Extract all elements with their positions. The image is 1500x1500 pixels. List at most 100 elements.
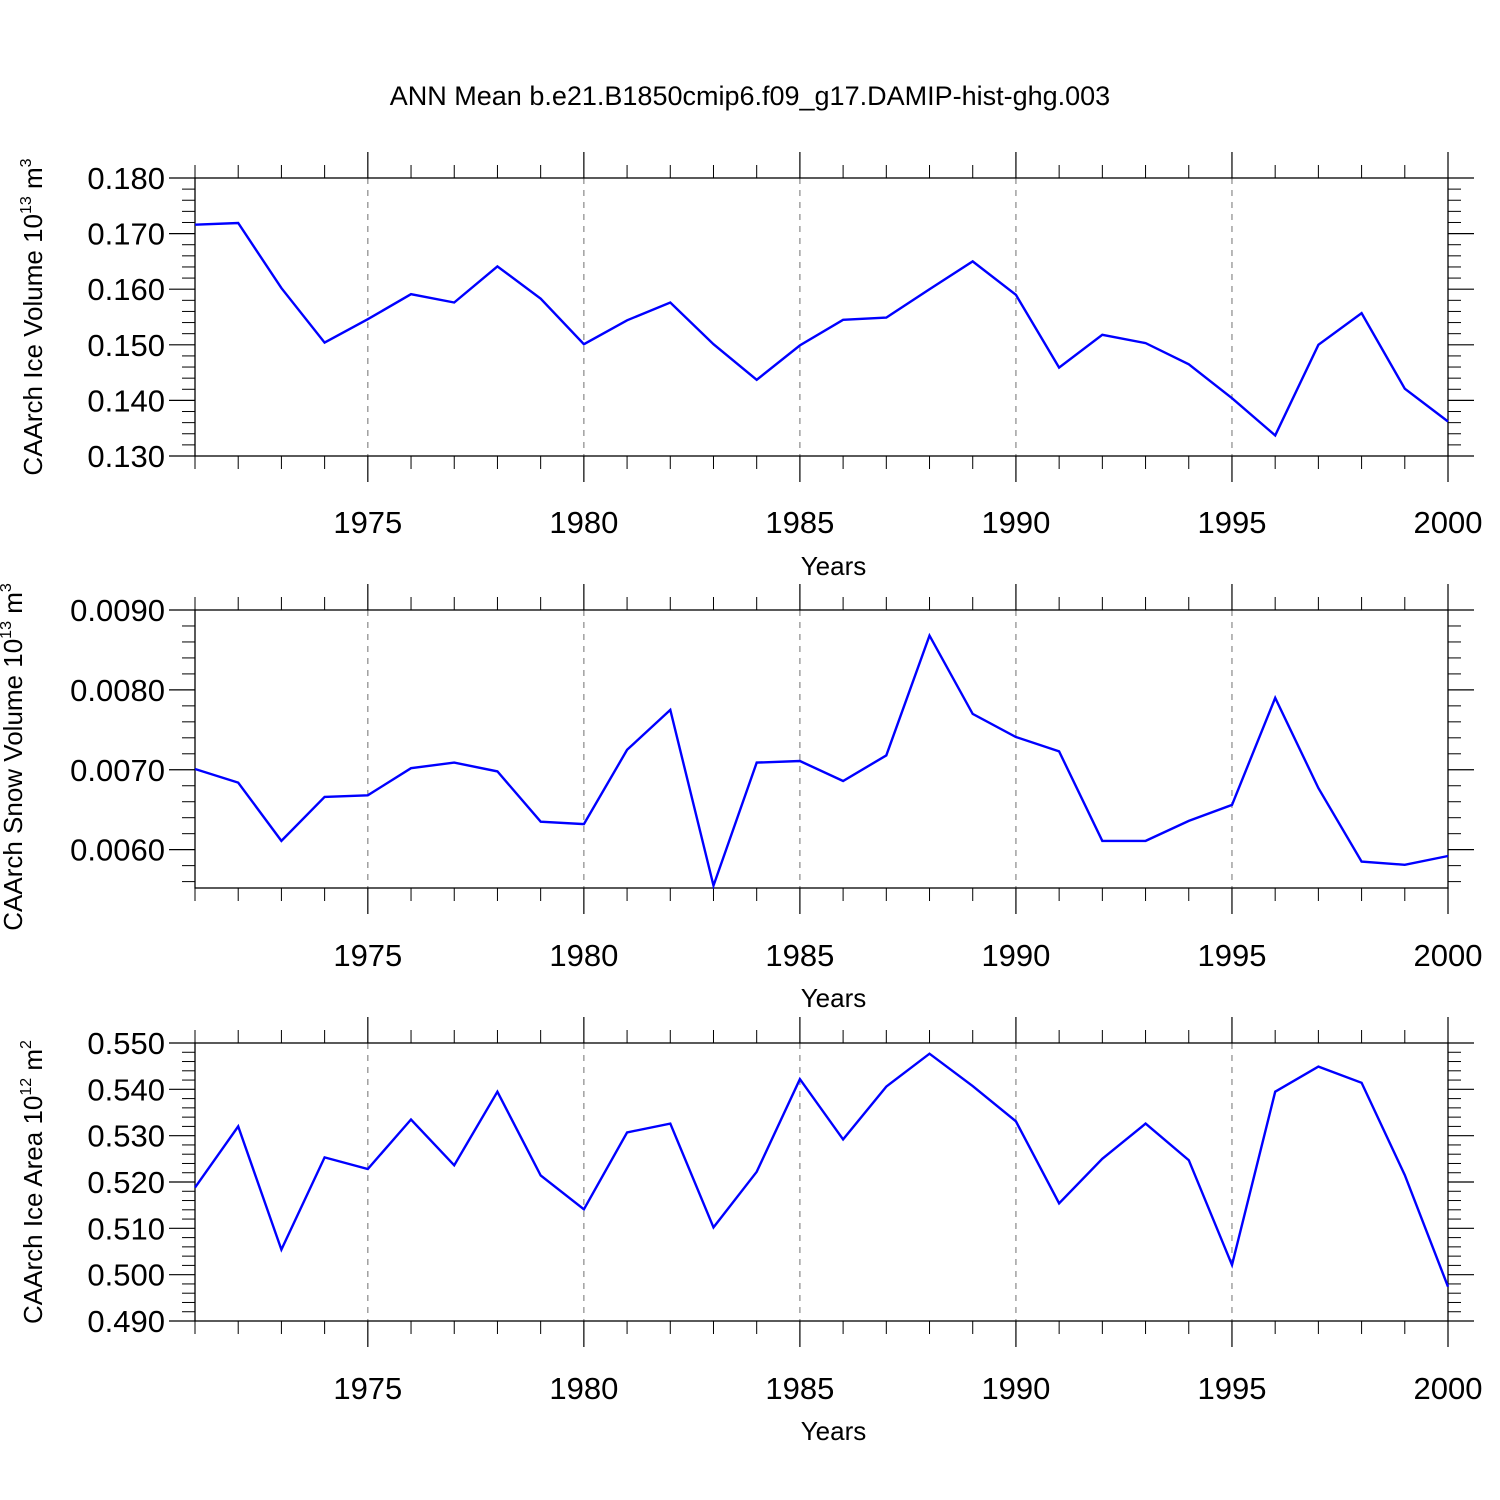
chart-0-data-point-1973 — [279, 286, 283, 290]
chart-2-y-tick-label-5: 0.540 — [87, 1072, 165, 1107]
chart-2-data-point-1974 — [323, 1155, 327, 1159]
chart-2-data-point-1996 — [1273, 1090, 1277, 1094]
chart-1-x-tick-label-5: 2000 — [1414, 938, 1483, 973]
chart-0-data-point-1983 — [711, 342, 715, 346]
chart-0-y-axis-label: CAArch Ice Volume 1013 m3 — [18, 158, 48, 475]
chart-2-y-tick-label-6: 0.550 — [87, 1026, 165, 1061]
chart-1-data-point-1997 — [1316, 786, 1320, 790]
chart-0-x-tick-label-2: 1985 — [765, 505, 834, 540]
chart-0-data-point-1998 — [1360, 311, 1364, 315]
chart-0-y-tick-label-1: 0.140 — [87, 383, 165, 418]
chart-0-data-point-1994 — [1187, 362, 1191, 366]
chart-2-y-tick-label-1: 0.500 — [87, 1258, 165, 1293]
chart-1-data-point-1989 — [971, 712, 975, 716]
chart-1-y-tick-label-2: 0.0080 — [70, 673, 165, 708]
chart-2-data-point-1998 — [1360, 1081, 1364, 1085]
chart-2-data-point-1995 — [1230, 1263, 1234, 1267]
panel-snow-volume: 1975 1980 1985 1990 1995 2000 0.0060 0.0070 0.00… — [0, 583, 1482, 1013]
chart-0-data-point-1996 — [1273, 433, 1277, 437]
chart-1-data-point-1988 — [928, 634, 932, 638]
chart-0-data-point-1975 — [366, 317, 370, 321]
chart-0-y-tick-label-4: 0.170 — [87, 217, 165, 252]
chart-1-data-point-1992 — [1100, 839, 1104, 843]
chart-0-data-point-1981 — [625, 318, 629, 322]
chart-1-y-tick-label-1: 0.0070 — [70, 753, 165, 788]
chart-1-data-point-2000 — [1446, 854, 1450, 858]
chart-2-data-point-1977 — [452, 1163, 456, 1167]
chart-0-data-point-1997 — [1316, 343, 1320, 347]
chart-1-data-point-1971 — [193, 767, 197, 771]
chart-1-data-point-1996 — [1273, 696, 1277, 700]
chart-0-data-point-1988 — [928, 287, 932, 291]
chart-0-data-point-1977 — [452, 301, 456, 305]
chart-2-data-point-1993 — [1144, 1122, 1148, 1126]
chart-1-data-point-1984 — [755, 761, 759, 765]
chart-0-data-point-1978 — [495, 264, 499, 268]
chart-2-x-tick-label-1: 1980 — [549, 1371, 618, 1406]
chart-0-series-line — [194, 221, 1449, 438]
chart-1-series-line — [194, 632, 1449, 890]
chart-0-data-point-1991 — [1057, 366, 1061, 370]
chart-2-data-point-1971 — [193, 1186, 197, 1190]
chart-0-x-tick-label-3: 1990 — [981, 505, 1050, 540]
chart-0-x-tick-label-1: 1980 — [549, 505, 618, 540]
chart-1-data-point-1977 — [452, 761, 456, 765]
chart-1-data-point-1991 — [1057, 749, 1061, 753]
chart-1-plot-frame — [194, 609, 1449, 889]
chart-1-data-point-1985 — [798, 759, 802, 763]
chart-1-y-axis-label: CAArch Snow Volume 1013 m3 — [0, 583, 28, 931]
chart-2-x-tick-label-0: 1975 — [333, 1371, 402, 1406]
chart-2-data-point-1975 — [366, 1167, 370, 1171]
chart-0-data-point-1993 — [1144, 341, 1148, 345]
chart-1-data-point-1986 — [841, 779, 845, 783]
chart-1-data-point-1981 — [625, 748, 629, 752]
chart-2-data-point-1997 — [1316, 1065, 1320, 1069]
chart-2-plot-frame — [194, 1042, 1449, 1322]
chart-1-data-point-1978 — [495, 769, 499, 773]
chart-2-data-point-1990 — [1014, 1119, 1018, 1123]
chart-0-y-tick-label-0: 0.130 — [87, 439, 165, 474]
chart-0-data-point-1995 — [1230, 396, 1234, 400]
chart-0-data-point-1987 — [884, 316, 888, 320]
chart-0-y-tick-label-3: 0.160 — [87, 272, 165, 307]
chart-1-data-point-1994 — [1187, 819, 1191, 823]
chart-2-x-tick-label-4: 1995 — [1197, 1371, 1266, 1406]
chart-0-data-point-1999 — [1403, 387, 1407, 391]
chart-2-data-point-1984 — [755, 1170, 759, 1174]
chart-1-x-tick-label-4: 1995 — [1197, 938, 1266, 973]
chart-0-data-point-1982 — [668, 301, 672, 305]
chart-2-data-point-1976 — [409, 1117, 413, 1121]
chart-2-data-point-1991 — [1057, 1201, 1061, 1205]
chart-1-data-point-1983 — [711, 884, 715, 888]
chart-1-x-tick-label-1: 1980 — [549, 938, 618, 973]
chart-2-x-tick-label-3: 1990 — [981, 1371, 1050, 1406]
chart-2-data-point-1982 — [668, 1122, 672, 1126]
chart-1-y-tick-label-3: 0.0090 — [70, 593, 165, 628]
chart-2-data-point-1985 — [798, 1077, 802, 1081]
chart-2-data-point-1999 — [1403, 1173, 1407, 1177]
chart-0-data-point-1989 — [971, 259, 975, 263]
chart-2-y-tick-label-0: 0.490 — [87, 1304, 165, 1339]
chart-2-data-point-1987 — [884, 1085, 888, 1089]
chart-1-data-point-1982 — [668, 708, 672, 712]
chart-2-y-tick-label-2: 0.510 — [87, 1211, 165, 1246]
chart-0-y-tick-label-2: 0.150 — [87, 328, 165, 363]
chart-0-data-point-1990 — [1014, 293, 1018, 297]
chart-0-y-tick-label-5: 0.180 — [87, 161, 165, 196]
chart-1-data-point-1972 — [236, 781, 240, 785]
chart-1-data-point-1976 — [409, 766, 413, 770]
chart-2-data-point-1981 — [625, 1130, 629, 1134]
chart-2-series-line — [194, 1052, 1450, 1288]
chart-2-data-point-1978 — [495, 1090, 499, 1094]
chart-1-data-point-1998 — [1360, 860, 1364, 864]
chart-2-y-tick-label-3: 0.520 — [87, 1165, 165, 1200]
chart-1-x-tick-label-3: 1990 — [981, 938, 1050, 973]
chart-0-data-point-1985 — [798, 343, 802, 347]
chart-2-y-tick-label-4: 0.530 — [87, 1119, 165, 1154]
chart-2-data-point-1980 — [582, 1207, 586, 1211]
chart-1-data-point-1995 — [1230, 803, 1234, 807]
chart-0-data-point-1972 — [236, 221, 240, 225]
chart-0-data-point-1984 — [755, 378, 759, 382]
chart-2-x-axis-label: Years — [801, 1416, 867, 1446]
chart-2-x-tick-label-5: 2000 — [1414, 1371, 1483, 1406]
